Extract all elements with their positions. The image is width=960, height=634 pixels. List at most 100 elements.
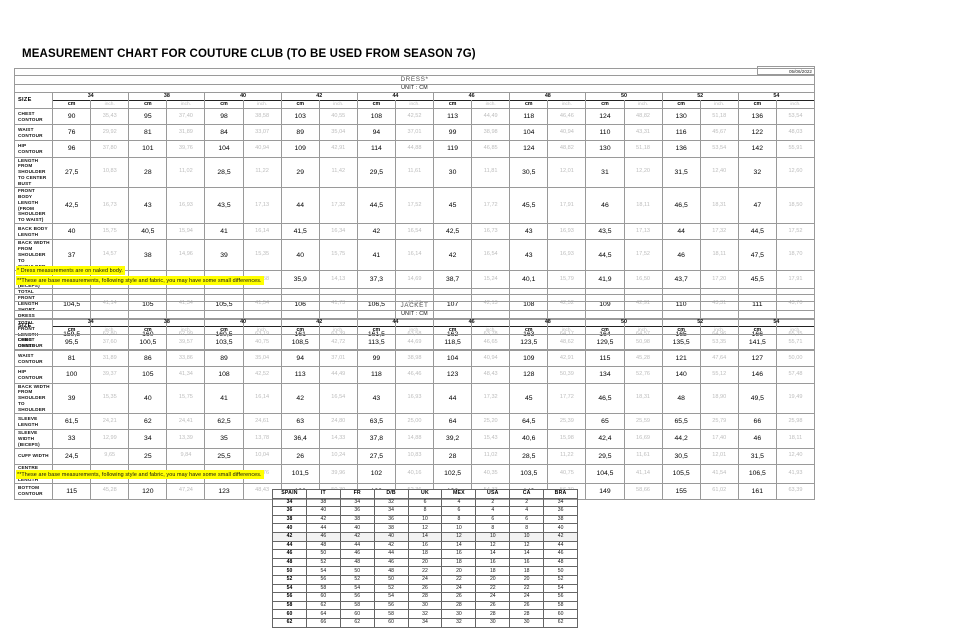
unit-inch-header-52: inch. (699, 100, 739, 109)
conversion-cell: 60 (373, 617, 409, 628)
conversion-cell: 52 (272, 574, 307, 585)
conversion-cell: 16 (509, 557, 545, 568)
cell-inch: 17,32 (318, 186, 358, 225)
cell-inch: 40,35 (471, 463, 511, 484)
conversion-cell: 24 (509, 592, 545, 602)
cell-inch: 25,39 (547, 412, 587, 431)
cell-cm: 103,5 (509, 463, 549, 484)
cell-cm: 43,7 (661, 269, 701, 290)
cell-cm: 104,5 (585, 463, 625, 484)
cell-inch: 37,40 (166, 107, 206, 126)
cell-cm: 37 (52, 239, 92, 271)
table-top-border (14, 68, 815, 76)
cell-inch: 14,13 (318, 269, 358, 290)
unit-inch-header-42: inch. (318, 326, 358, 335)
jacket-table-container: JACKET UNIT : CM SIZE 34 38 40 42 44 46 48 50 52 54 c… (13, 294, 816, 500)
cell-inch: 55,12 (699, 366, 739, 384)
cell-cm: 99 (356, 350, 396, 368)
size-header-row: SIZE 34 38 40 42 44 46 48 50 52 54 (13, 92, 816, 109)
cell-cm: 42 (280, 382, 320, 414)
cell-cm: 64,5 (509, 412, 549, 431)
cell-inch: 15,75 (90, 223, 130, 241)
cell-cm: 62 (128, 412, 168, 431)
cell-inch: 17,13 (242, 186, 282, 225)
cell-inch: 15,98 (547, 429, 587, 449)
cell-cm: 140 (661, 366, 701, 384)
conversion-cell: 62 (339, 617, 375, 628)
unit-inch-header-46: inch. (471, 100, 511, 109)
conversion-cell: 10 (441, 523, 477, 533)
cell-inch: 14,57 (90, 239, 130, 271)
cell-inch: 48,43 (242, 482, 282, 500)
unit-inch-header-54: inch. (775, 326, 816, 335)
unit-cm-header-54: cm (737, 326, 777, 335)
cell-cm: 115 (52, 482, 92, 500)
cell-cm: 41 (356, 239, 396, 271)
cell-inch: 35,04 (318, 124, 358, 142)
conversion-cell: 16 (441, 549, 477, 559)
cell-cm: 113,5 (356, 333, 396, 352)
cell-cm: 32 (737, 156, 777, 188)
cell-inch: 44,49 (471, 107, 511, 126)
cell-cm: 63,5 (356, 412, 396, 431)
row-label: CHEST CONTOUR (13, 333, 54, 352)
cell-cm: 146 (737, 366, 777, 384)
size-header-52: 52 (661, 318, 739, 327)
conversion-cell: 58 (543, 600, 579, 611)
conversion-cell: 48 (373, 566, 409, 576)
conversion-cell: 26 (441, 592, 477, 602)
cell-cm: 40,6 (509, 429, 549, 449)
conversion-cell: 2 (475, 497, 511, 508)
conversion-cell: 66 (305, 617, 341, 628)
cell-inch: 42,52 (394, 107, 435, 126)
cell-inch: 39,57 (166, 333, 206, 352)
section-category-label: JACKET (14, 301, 815, 311)
cell-inch: 18,11 (623, 186, 663, 225)
cell-inch: 9,65 (90, 447, 130, 465)
cell-inch: 11,22 (242, 156, 282, 188)
cell-cm: 104 (204, 140, 244, 158)
cell-inch: 41,93 (775, 463, 816, 484)
conversion-cell: 6 (475, 514, 511, 525)
cell-inch: 17,52 (775, 223, 816, 241)
conversion-row: 62 66 62 60 34 32 30 30 62 (272, 617, 579, 628)
cell-cm: 61,5 (52, 412, 92, 431)
conversion-cell: 12 (407, 523, 443, 533)
cell-cm: 41,5 (280, 223, 320, 241)
conversion-cell: 54 (543, 583, 579, 594)
size-conversion-table-container: SPAIN IT FR D/B UK MEX USA CA BRA 34 38 34 32 6 4 2 2 34 3… (272, 489, 579, 628)
conversion-row: 48 52 48 46 20 18 16 16 48 (272, 557, 579, 568)
cell-cm: 43 (128, 186, 168, 225)
cell-cm: 26 (280, 447, 320, 465)
conversion-cell: 18 (407, 549, 443, 559)
cell-inch: 17,52 (623, 239, 663, 271)
cell-inch: 58,66 (623, 482, 663, 500)
cell-cm: 42,4 (585, 429, 625, 449)
cell-cm: 118 (356, 366, 396, 384)
cell-inch: 14,33 (318, 429, 358, 449)
cell-inch: 17,91 (775, 269, 816, 290)
unit-inch-header-44: inch. (394, 100, 435, 109)
conversion-cell: 62 (543, 617, 579, 628)
table-top-border (14, 294, 815, 302)
cell-inch: 16,73 (471, 223, 511, 241)
conversion-cell: 14 (407, 531, 443, 542)
cell-cm: 94 (280, 350, 320, 368)
conversion-cell: 24 (475, 592, 511, 602)
section-category-row: DRESS* (14, 75, 815, 85)
size-header-54: 54 (737, 92, 816, 101)
row-label: LENGTH FROM SHOULDER TO CENTER BUST (13, 156, 54, 188)
cell-inch: 16,93 (547, 239, 587, 271)
cell-inch: 45,28 (623, 350, 663, 368)
cell-cm: 29,5 (585, 447, 625, 465)
cell-inch: 46,46 (547, 107, 587, 126)
cell-inch: 25,20 (471, 412, 511, 431)
conversion-cell: 54 (272, 583, 307, 594)
cell-cm: 123 (204, 482, 244, 500)
cell-inch: 15,94 (166, 223, 206, 241)
cell-cm: 43 (509, 239, 549, 271)
cell-inch: 33,07 (242, 124, 282, 142)
dress-table-container: DRESS* UNIT : CM SIZE 34 38 40 42 44 46 48 50 52 54 c… (13, 68, 816, 351)
row-label: HIP CONTOUR (13, 366, 54, 384)
